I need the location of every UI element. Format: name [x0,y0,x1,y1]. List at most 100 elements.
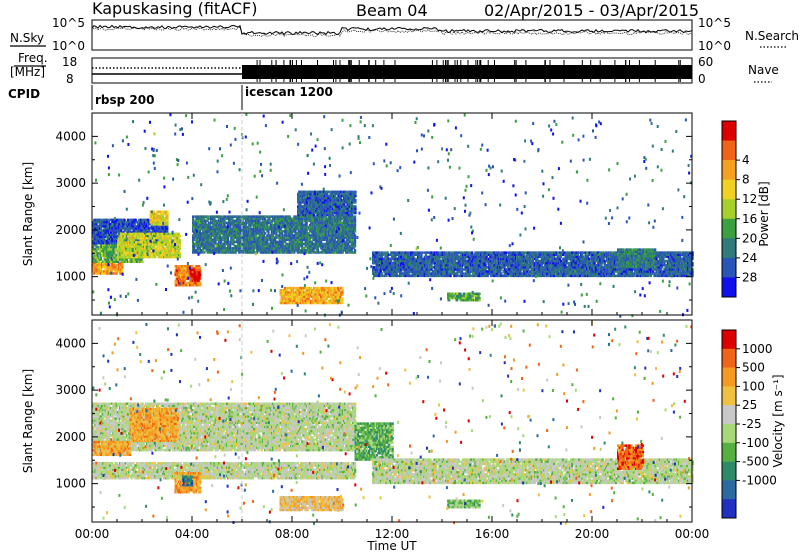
heatmap-cell [266,244,269,248]
heatmap-cell [129,232,132,236]
heatmap-cell [150,216,153,220]
heatmap-cell [204,219,207,223]
heatmap-cell [339,223,342,227]
heatmap-cell [348,194,351,198]
heatmap-cell [115,220,118,224]
heatmap-cell [156,212,159,216]
heatmap-cell [164,253,167,257]
heatmap-cell [190,283,193,287]
heatmap-cell [317,293,320,296]
heatmap-cell [322,207,326,210]
heatmap-cell [130,234,133,238]
heatmap-cell [176,255,179,259]
heatmap-cell [212,225,215,229]
heatmap-cell [317,211,320,215]
heatmap-cell [266,230,269,233]
heatmap-cell [334,194,337,198]
heatmap-cell [305,230,308,233]
heatmap-cell [134,227,137,230]
heatmap-cell [162,239,165,242]
heatmap-cell [156,247,159,250]
heatmap-cell [190,281,193,285]
heatmap-cell [243,221,246,225]
heatmap-cell [192,215,195,218]
heatmap-cell [178,241,182,244]
heatmap-cell [321,251,324,254]
heatmap-cell [192,217,195,220]
heatmap-cell [320,247,323,250]
heatmap-cell [203,251,206,254]
heatmap-cell [150,214,153,218]
heatmap-cell [197,240,200,244]
heatmap-cell [266,215,269,218]
heatmap-cell [102,239,105,243]
heatmap-cell [344,211,347,215]
heatmap-cell [353,196,356,200]
heatmap-cell [276,240,279,244]
heatmap-cell [173,241,176,244]
heatmap-cell [283,221,286,225]
heatmap-cell [320,223,323,227]
heatmap-cell [252,215,255,218]
heatmap-cell [221,238,224,241]
heatmap-cell [331,217,334,220]
heatmap-cell [267,221,270,225]
heatmap-cell [298,297,301,300]
heatmap-cell [132,243,135,246]
heatmap-cell [102,243,105,247]
heatmap-cell [250,247,253,250]
heatmap-cell [261,215,264,218]
heatmap-cell [298,299,301,303]
heatmap-cell [348,192,351,196]
heatmap-cell [143,220,146,224]
heatmap-cell [343,244,347,248]
heatmap-cell [219,234,222,237]
heatmap-cell [126,227,130,230]
heatmap-cell [166,227,169,230]
heatmap-cell [93,239,96,243]
heatmap-cell [321,199,324,202]
heatmap-cell [324,230,327,233]
heatmap-cell [106,265,109,269]
heatmap-cell [309,238,312,241]
heatmap-cell [102,220,105,224]
heatmap-cell [315,244,318,248]
heatmap-cell [261,228,264,231]
heatmap-cell [346,244,349,248]
heatmap-cell [97,241,100,245]
heatmap-cell [221,225,224,229]
heatmap-cell [243,236,246,239]
heatmap-cell [220,240,223,244]
heatmap-cell [183,271,186,274]
heatmap-cell [299,203,302,206]
heatmap-cell [168,255,171,259]
heatmap-cell [137,232,140,236]
heatmap-cell [106,227,109,230]
heatmap-cell [279,223,282,227]
heatmap-cell [322,219,325,223]
nsearch-tick-top: 10^5 [698,16,731,30]
heatmap-cell [274,225,277,229]
heatmap-cell [268,217,271,220]
heatmap-cell [340,249,343,252]
heatmap-cell [147,218,150,222]
heatmap-cell [304,209,308,213]
heatmap-cell [202,234,205,237]
nsky-tick-top: 10^5 [52,16,85,30]
heatmap-cell [177,234,180,238]
heatmap-cell [239,238,242,241]
heatmap-cell [115,225,118,228]
heatmap-cell [127,245,130,248]
heatmap-cell [165,216,168,220]
heatmap-cell [342,219,345,223]
heatmap-cell [266,223,269,227]
heatmap-cell [197,221,200,225]
heatmap-cell [319,192,322,196]
heatmap-cell [161,227,164,230]
heatmap-cell [241,249,244,252]
heatmap-cell [139,222,142,226]
heatmap-cell [333,251,336,254]
heatmap-cell [309,215,312,218]
heatmap-cell [324,217,327,220]
heatmap-cell [309,286,313,290]
